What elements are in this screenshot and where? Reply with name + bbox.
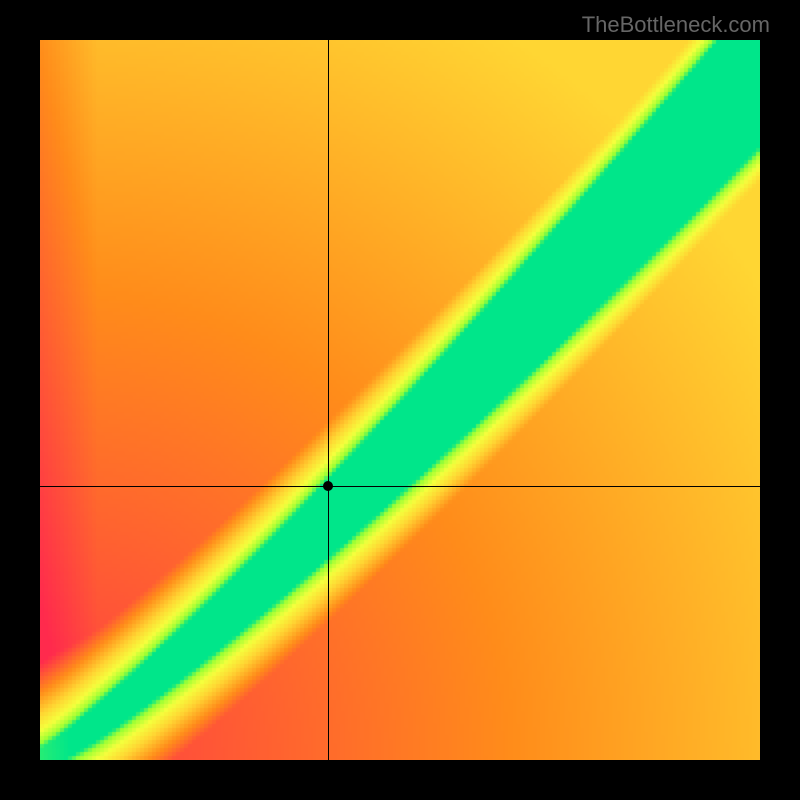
data-point-marker (323, 481, 333, 491)
crosshair-vertical (328, 40, 329, 760)
heatmap-canvas (40, 40, 760, 760)
watermark-text: TheBottleneck.com (582, 12, 770, 38)
heatmap-chart (40, 40, 760, 760)
crosshair-horizontal (40, 486, 760, 487)
